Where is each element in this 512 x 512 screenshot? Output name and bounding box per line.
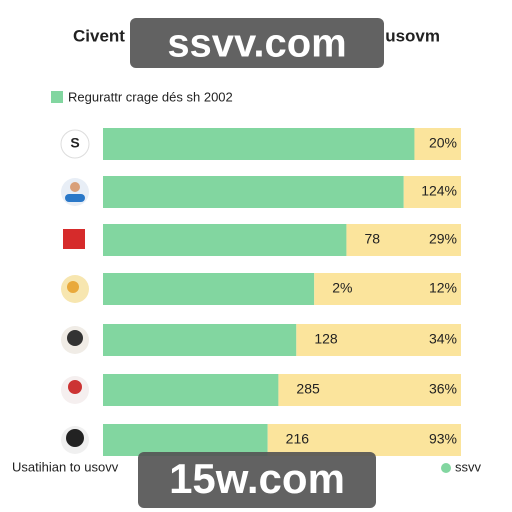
bar: [403, 176, 461, 208]
bar: [103, 273, 315, 305]
row-icons: S: [60, 129, 90, 454]
bar: [103, 224, 347, 256]
icon: [60, 129, 90, 159]
footer-note: Usatihian to usovv: [12, 459, 119, 474]
bar-label: 2%: [332, 280, 352, 296]
bar: [103, 128, 415, 160]
icon: [66, 429, 84, 447]
bar-label: 34%: [429, 331, 457, 347]
bar-label: 78: [364, 231, 380, 247]
icon: [68, 380, 82, 394]
watermark-box: [138, 452, 376, 508]
bar: [296, 324, 461, 356]
bar: [278, 374, 461, 406]
chart-title: Civent: [73, 26, 125, 45]
bar-label: 29%: [429, 231, 457, 247]
legend-swatch: [51, 91, 63, 103]
bar-label: 285: [296, 381, 320, 397]
icon: [67, 281, 79, 293]
icon: [70, 182, 80, 192]
icon: S: [70, 135, 79, 151]
icon: [63, 229, 85, 249]
bar-label: 36%: [429, 381, 457, 397]
bar: [103, 324, 297, 356]
bars: 20% 124% 78 29% 2% 12% 128 34% 285 36% 216 93%: [103, 128, 461, 456]
bar: [267, 424, 461, 456]
bar: [103, 374, 279, 406]
bar: [314, 273, 461, 305]
legend-label: ssvv: [455, 459, 482, 474]
watermark-box: [130, 18, 384, 68]
bar: [103, 176, 404, 208]
icon: [65, 194, 85, 202]
chart-title: usovm: [385, 26, 440, 45]
bar-label: 93%: [429, 431, 457, 447]
bar-label: 12%: [429, 280, 457, 296]
bar-label: 124%: [421, 183, 457, 199]
bar-label: 128: [314, 331, 338, 347]
bar: [346, 224, 461, 256]
icon: [67, 330, 83, 346]
watermark: 15w.com: [169, 455, 345, 502]
legend-swatch: [441, 463, 451, 473]
bar: [414, 128, 461, 160]
bar-label: 216: [286, 431, 310, 447]
bar-label: 20%: [429, 135, 457, 151]
bar: [103, 424, 268, 456]
legend-label: Regurattr crage dés sh 2002: [68, 89, 233, 104]
watermark: ssvv.com: [167, 22, 346, 66]
